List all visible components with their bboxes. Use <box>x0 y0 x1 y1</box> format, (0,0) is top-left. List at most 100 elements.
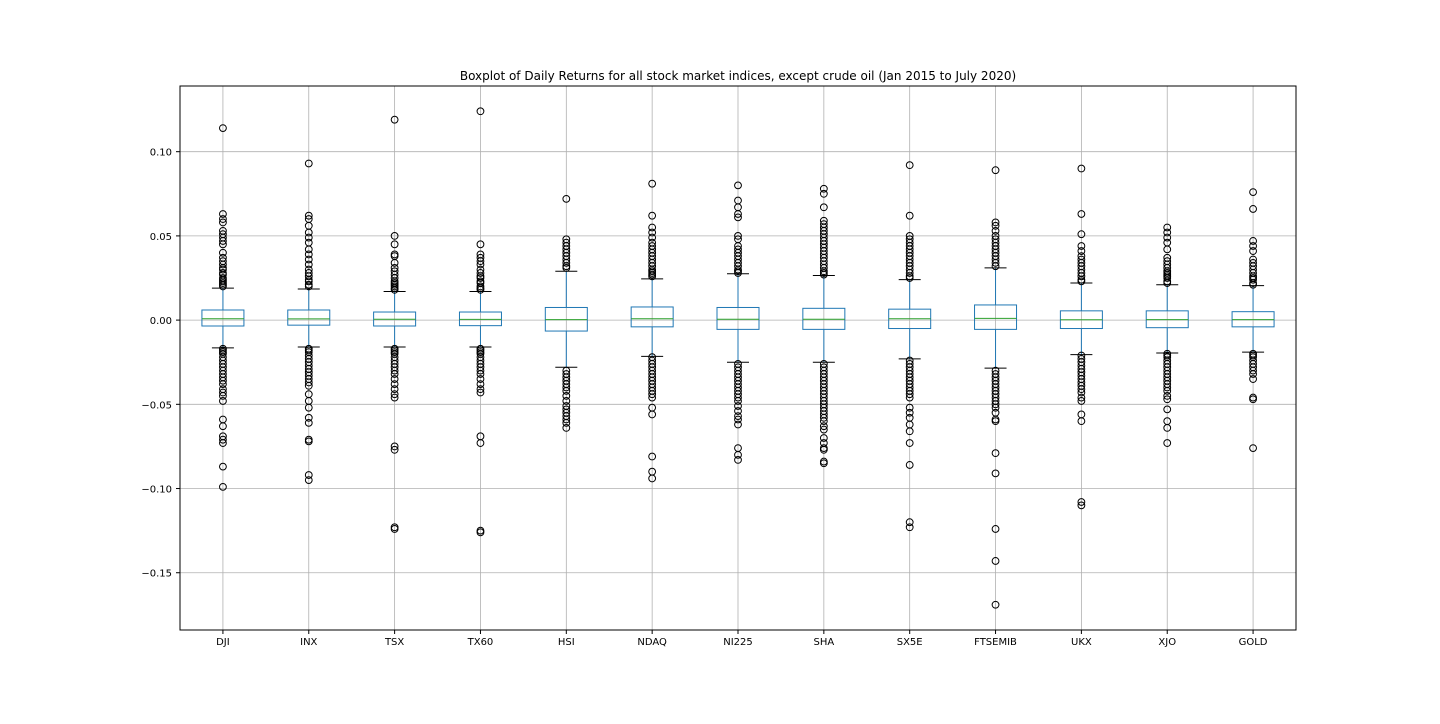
box-sx5e <box>888 161 932 532</box>
box-ni225 <box>716 181 760 464</box>
outlier-point <box>648 211 657 220</box>
outlier-point <box>304 228 313 237</box>
outlier-point <box>734 213 742 222</box>
x-tick-label: DJI <box>216 637 230 648</box>
outlier-point <box>476 439 485 447</box>
outlier-point <box>1249 242 1257 250</box>
outlier-point <box>1077 397 1086 405</box>
outlier-point <box>304 250 313 259</box>
iqr-box <box>458 311 502 327</box>
outlier-point <box>1163 439 1172 447</box>
outlier-point <box>905 523 914 532</box>
x-tick-label: TSX <box>384 637 404 648</box>
outlier-point <box>905 518 914 527</box>
x-tick-label: TX60 <box>467 637 494 648</box>
outlier-point <box>562 397 571 405</box>
outlier-point <box>390 380 399 389</box>
outlier-point <box>390 231 399 240</box>
outlier-point <box>819 425 828 434</box>
outlier-point <box>390 390 399 399</box>
outlier-point <box>991 417 1000 426</box>
outlier-point <box>1077 210 1086 218</box>
outlier-point <box>476 285 485 294</box>
outlier-point <box>1077 417 1086 426</box>
outlier-point <box>476 107 485 116</box>
outlier-point <box>1077 247 1086 255</box>
outlier-point <box>304 381 313 390</box>
outlier-point <box>304 277 313 286</box>
outlier-point <box>1249 370 1257 378</box>
outlier-point <box>734 455 742 464</box>
outlier-point <box>219 482 227 491</box>
outlier-point <box>219 462 227 471</box>
outlier-point <box>905 274 914 282</box>
outlier-point <box>1249 444 1257 453</box>
outlier-point <box>219 240 227 249</box>
outlier-point <box>734 397 742 405</box>
iqr-box <box>716 306 760 330</box>
box-ukx <box>1059 164 1103 510</box>
y-tick-label: 0.10 <box>150 148 172 159</box>
axis-ticks: 0.10 0.05 0.00 −0.05 −0.10 −0.15 DJI INX TSX TX60… <box>141 148 1267 648</box>
outlier-point <box>304 159 313 168</box>
outlier-point <box>476 366 485 375</box>
outlier-point <box>219 265 227 274</box>
outlier-point <box>991 400 1000 409</box>
outlier-point <box>476 269 485 277</box>
outlier-point <box>991 600 1000 609</box>
iqr-box <box>201 309 245 327</box>
outlier-point <box>648 272 657 281</box>
outlier-point <box>734 415 742 424</box>
y-tick-label: −0.15 <box>141 569 172 580</box>
box-inx <box>287 159 331 485</box>
outlier-point <box>219 380 227 389</box>
box-ftsemib <box>974 166 1018 609</box>
x-tick-label: INX <box>300 637 317 648</box>
outlier-point <box>1163 279 1172 287</box>
outlier-point <box>648 233 657 242</box>
outlier-point <box>304 245 313 254</box>
outlier-point <box>905 403 914 412</box>
outlier-point <box>819 434 828 442</box>
outlier-point <box>819 417 828 426</box>
outlier-point <box>991 166 1000 175</box>
outlier-point <box>390 375 399 383</box>
outlier-point <box>304 403 313 412</box>
outlier-point <box>991 557 1000 565</box>
outlier-point <box>390 393 399 402</box>
outlier-point <box>1163 228 1172 237</box>
outlier-point <box>562 418 571 427</box>
outlier-point <box>390 258 399 267</box>
outlier-point <box>304 255 313 264</box>
outlier-point <box>219 260 227 269</box>
outlier-point <box>1249 205 1257 213</box>
outlier-point <box>905 393 914 402</box>
outlier-point <box>1163 223 1172 232</box>
outlier-point <box>905 161 914 170</box>
outlier-point <box>562 391 571 400</box>
outlier-point <box>991 226 1000 235</box>
outlier-point <box>819 184 828 193</box>
box-xjo <box>1145 223 1189 447</box>
outlier-point <box>819 445 828 454</box>
outlier-point <box>1163 395 1172 404</box>
chart-title: Boxplot of Daily Returns for all stock m… <box>460 69 1016 83</box>
outlier-point <box>991 525 1000 533</box>
outlier-point <box>1163 245 1172 254</box>
outlier-point <box>905 439 914 447</box>
outlier-point <box>1249 375 1257 383</box>
outlier-point <box>734 412 742 421</box>
outlier-point <box>304 476 313 485</box>
outlier-point <box>562 383 571 392</box>
outlier-point <box>819 203 828 212</box>
outlier-point <box>991 469 1000 478</box>
outlier-point <box>648 393 657 402</box>
outlier-point <box>562 194 571 203</box>
outlier-point <box>304 418 313 427</box>
outlier-point <box>905 269 914 277</box>
outlier-point <box>562 423 571 432</box>
outlier-point <box>905 427 914 436</box>
outlier-point <box>219 282 227 291</box>
